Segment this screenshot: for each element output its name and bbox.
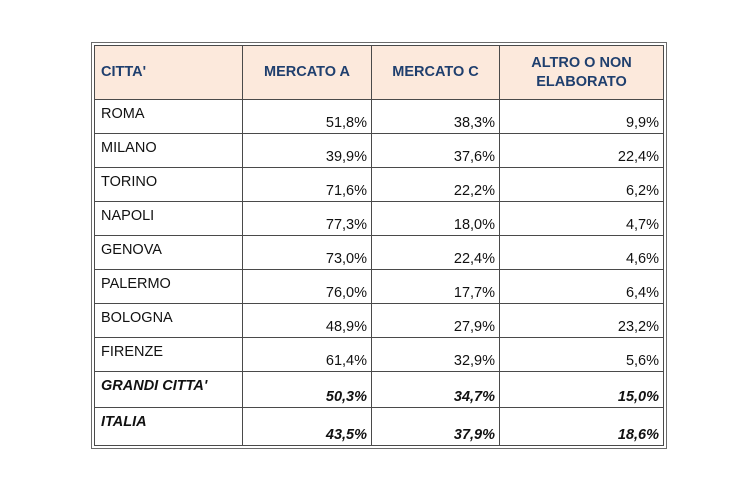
mercato-c-value: 17,7%: [371, 269, 500, 304]
mercato-a-value: 76,0%: [242, 269, 372, 304]
mercato-c-value: 32,9%: [371, 337, 500, 372]
mercato-c-value: 22,4%: [371, 235, 500, 270]
mercato-a-value: 73,0%: [242, 235, 372, 270]
city-name: ROMA: [94, 99, 243, 134]
mercato-a-value: 61,4%: [242, 337, 372, 372]
mercato-c-value: 37,9%: [371, 407, 500, 446]
altro-value: 6,4%: [499, 269, 664, 304]
mercato-a-value: 77,3%: [242, 201, 372, 236]
mercato-a-value: 51,8%: [242, 99, 372, 134]
market-share-table-frame: CITTA' MERCATO A MERCATO C ALTRO O NON E…: [91, 42, 667, 449]
mercato-a-value: 43,5%: [242, 407, 372, 446]
mercato-c-value: 34,7%: [371, 371, 500, 408]
header-row: CITTA' MERCATO A MERCATO C ALTRO O NON E…: [94, 45, 664, 100]
altro-value: 5,6%: [499, 337, 664, 372]
mercato-c-value: 27,9%: [371, 303, 500, 338]
total-row-italia: ITALIA 43,5% 37,9% 18,6%: [94, 407, 664, 446]
altro-value: 15,0%: [499, 371, 664, 408]
mercato-a-value: 39,9%: [242, 133, 372, 168]
city-name: GENOVA: [94, 235, 243, 270]
city-name: MILANO: [94, 133, 243, 168]
mercato-c-value: 37,6%: [371, 133, 500, 168]
header-altro: ALTRO O NON ELABORATO: [499, 45, 664, 100]
altro-value: 9,9%: [499, 99, 664, 134]
city-name: NAPOLI: [94, 201, 243, 236]
mercato-c-value: 18,0%: [371, 201, 500, 236]
altro-value: 22,4%: [499, 133, 664, 168]
table-row: MILANO 39,9% 37,6% 22,4%: [94, 133, 664, 168]
total-label: GRANDI CITTA': [94, 371, 243, 408]
table-row: BOLOGNA 48,9% 27,9% 23,2%: [94, 303, 664, 338]
mercato-c-value: 22,2%: [371, 167, 500, 202]
altro-value: 23,2%: [499, 303, 664, 338]
table-row: FIRENZE 61,4% 32,9% 5,6%: [94, 337, 664, 372]
table-row: TORINO 71,6% 22,2% 6,2%: [94, 167, 664, 202]
altro-value: 18,6%: [499, 407, 664, 446]
total-label: ITALIA: [94, 407, 243, 446]
header-citta: CITTA': [94, 45, 243, 100]
mercato-a-value: 71,6%: [242, 167, 372, 202]
mercato-a-value: 48,9%: [242, 303, 372, 338]
header-mercato-c: MERCATO C: [371, 45, 500, 100]
city-name: PALERMO: [94, 269, 243, 304]
city-name: BOLOGNA: [94, 303, 243, 338]
mercato-a-value: 50,3%: [242, 371, 372, 408]
table-row: NAPOLI 77,3% 18,0% 4,7%: [94, 201, 664, 236]
mercato-c-value: 38,3%: [371, 99, 500, 134]
altro-value: 4,6%: [499, 235, 664, 270]
market-share-table: CITTA' MERCATO A MERCATO C ALTRO O NON E…: [94, 45, 664, 446]
city-name: FIRENZE: [94, 337, 243, 372]
table-row: PALERMO 76,0% 17,7% 6,4%: [94, 269, 664, 304]
city-name: TORINO: [94, 167, 243, 202]
altro-value: 6,2%: [499, 167, 664, 202]
table-row: GENOVA 73,0% 22,4% 4,6%: [94, 235, 664, 270]
total-row-grandi-citta: GRANDI CITTA' 50,3% 34,7% 15,0%: [94, 371, 664, 408]
altro-value: 4,7%: [499, 201, 664, 236]
table-row: ROMA 51,8% 38,3% 9,9%: [94, 99, 664, 134]
header-mercato-a: MERCATO A: [242, 45, 372, 100]
